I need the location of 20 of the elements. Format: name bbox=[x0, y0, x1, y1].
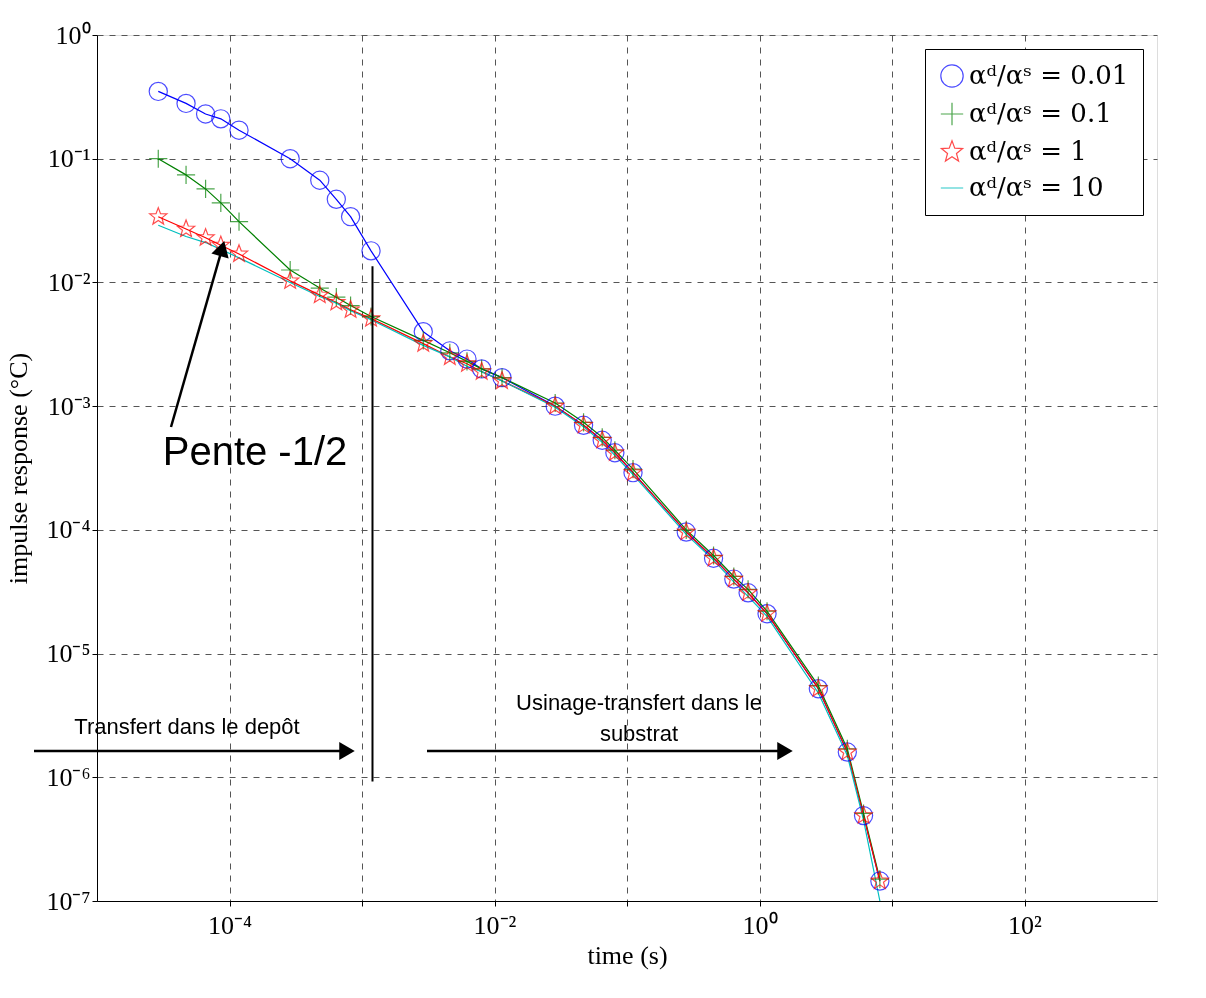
x-tick-label: 10⁻² bbox=[473, 910, 517, 940]
y-tick-label: 10⁻⁴ bbox=[46, 515, 91, 545]
y-tick-label: 10⁰ bbox=[55, 20, 91, 50]
y-axis-title: impulse response (°C) bbox=[4, 352, 34, 585]
y-tick-label: 10⁻⁶ bbox=[46, 762, 91, 792]
x-tick-label: 10⁰ bbox=[742, 910, 778, 940]
annotation: Pente -1/2 bbox=[162, 429, 348, 473]
x-tick-label: 10² bbox=[1008, 910, 1043, 940]
y-tick-label: 10⁻⁵ bbox=[46, 639, 91, 669]
legend-label: αᵈ/αˢ = 0.01 bbox=[969, 60, 1129, 90]
y-tick-label: 10⁻⁷ bbox=[46, 886, 91, 916]
legend-label: αᵈ/αˢ = 10 bbox=[969, 172, 1104, 202]
legend-label: αᵈ/αˢ = 1 bbox=[969, 136, 1087, 166]
y-tick-label: 10⁻² bbox=[47, 267, 91, 297]
x-axis-title: time (s) bbox=[587, 940, 668, 970]
annotation: Usinage-transfert dans le substrat bbox=[516, 690, 762, 746]
x-tick-label: 10⁻⁴ bbox=[207, 910, 253, 940]
y-tick-label: 10⁻¹ bbox=[47, 144, 91, 174]
y-tick-label: 10⁻³ bbox=[47, 391, 91, 421]
legend-label: αᵈ/αˢ = 0.1 bbox=[969, 98, 1112, 128]
